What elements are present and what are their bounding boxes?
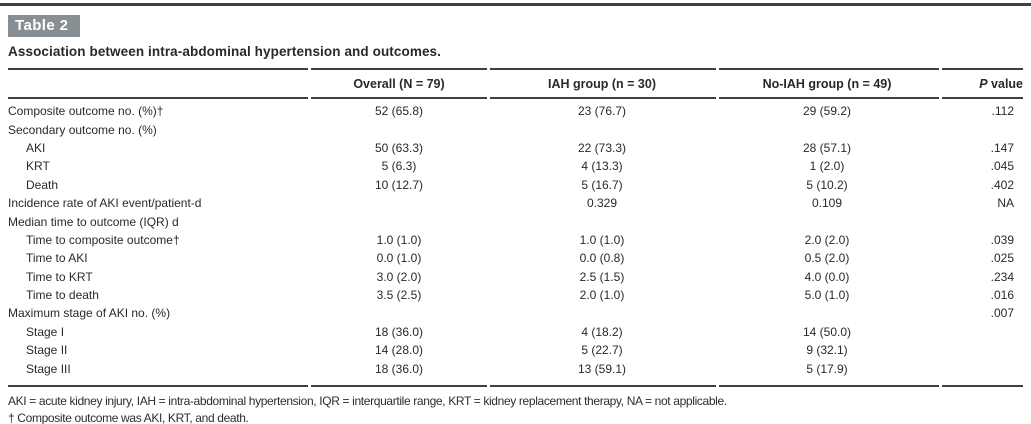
cell-overall: 0.0 (1.0) xyxy=(376,251,422,266)
row-label: Median time to outcome (IQR) d xyxy=(8,214,179,229)
p-symbol: P xyxy=(979,76,988,91)
cell-overall: 52 (65.8) xyxy=(374,104,424,119)
cell-no-iah-group: 9 (32.1) xyxy=(806,343,848,358)
cell-p-value: .234 xyxy=(990,269,1014,284)
cell-overall: 3.5 (2.5) xyxy=(376,288,422,303)
cell-no-iah-group: 28 (57.1) xyxy=(802,140,852,155)
row-label: Time to death xyxy=(26,288,99,303)
cell-no-iah-group: 29 (59.2) xyxy=(802,104,852,119)
cell-no-iah-group: 1 (2.0) xyxy=(809,159,845,174)
footnotes: AKI = acute kidney injury, IAH = intra-a… xyxy=(8,393,1023,424)
cell-iah-group: 5 (22.7) xyxy=(581,343,623,358)
table-title: Association between intra-abdominal hype… xyxy=(8,44,442,59)
row-label: Maximum stage of AKI no. (%) xyxy=(8,306,171,321)
cell-iah-group: 0.329 xyxy=(586,196,618,211)
table-row: Stage III 18 (36.0) 13 (59.1) 5 (17.9) xyxy=(8,359,1023,377)
cell-iah-group: 0.0 (0.8) xyxy=(579,251,625,266)
table-row: Stage II 14 (28.0) 5 (22.7) 9 (32.1) xyxy=(8,341,1023,359)
cell-p-value: .112 xyxy=(991,104,1014,119)
cell-p-value: .045 xyxy=(990,159,1014,174)
cell-iah-group: 2.0 (1.0) xyxy=(579,288,625,303)
table-row: Time to KRT 3.0 (2.0) 2.5 (1.5) 4.0 (0.0… xyxy=(8,268,1023,286)
column-header-overall: Overall (N = 79) xyxy=(353,76,445,91)
footnote-dagger: † Composite outcome was AKI, KRT, and de… xyxy=(8,411,249,424)
table-row: Time to death 3.5 (2.5) 2.0 (1.0) 5.0 (1… xyxy=(8,286,1023,304)
cell-overall: 18 (36.0) xyxy=(374,361,424,376)
cell-iah-group: 1.0 (1.0) xyxy=(579,232,625,247)
cell-no-iah-group: 0.109 xyxy=(811,196,843,211)
rule-below-header xyxy=(8,97,1023,99)
row-label: Time to KRT xyxy=(26,269,93,284)
cell-no-iah-group: 2.0 (2.0) xyxy=(804,232,850,247)
row-label: AKI xyxy=(26,140,46,155)
cell-p-value: .147 xyxy=(990,140,1014,155)
table-row: Incidence rate of AKI event/patient-d 0.… xyxy=(8,194,1023,212)
row-label: Time to AKI xyxy=(26,251,88,266)
footnote-abbreviations: AKI = acute kidney injury, IAH = intra-a… xyxy=(8,393,727,408)
top-border-rule xyxy=(0,3,1031,6)
table-row: Composite outcome no. (%)† 52 (65.8) 23 … xyxy=(8,102,1023,120)
cell-iah-group: 2.5 (1.5) xyxy=(579,269,625,284)
cell-p-value: .016 xyxy=(990,288,1014,303)
cell-overall: 14 (28.0) xyxy=(374,343,424,358)
row-label: Death xyxy=(26,177,59,192)
table-body: Composite outcome no. (%)† 52 (65.8) 23 … xyxy=(8,102,1023,378)
cell-no-iah-group: 5 (10.2) xyxy=(806,177,848,192)
table-row: Secondary outcome no. (%) xyxy=(8,120,1023,138)
table-row: Median time to outcome (IQR) d xyxy=(8,212,1023,230)
cell-overall: 3.0 (2.0) xyxy=(376,269,422,284)
p-value-word: value xyxy=(987,76,1023,91)
cell-overall: 5 (6.3) xyxy=(381,159,417,174)
table-number-label: Table 2 xyxy=(8,15,81,37)
rule-above-footnotes xyxy=(8,384,1023,387)
table-row: Time to composite outcome† 1.0 (1.0) 1.0… xyxy=(8,231,1023,249)
row-label: Secondary outcome no. (%) xyxy=(8,122,157,137)
cell-p-value: .025 xyxy=(990,251,1014,266)
table-row: Stage I 18 (36.0) 4 (18.2) 14 (50.0) xyxy=(8,323,1023,341)
cell-p-value: .402 xyxy=(990,177,1014,192)
rule-above-header xyxy=(8,68,1023,70)
row-label: KRT xyxy=(26,159,50,174)
row-label: Stage II xyxy=(26,343,68,358)
cell-iah-group: 4 (18.2) xyxy=(581,324,623,339)
cell-iah-group: 13 (59.1) xyxy=(577,361,627,376)
column-header-p-value: P value xyxy=(938,77,1023,91)
cell-iah-group: 23 (76.7) xyxy=(577,104,627,119)
cell-no-iah-group: 0.5 (2.0) xyxy=(804,251,850,266)
cell-p-value: NA xyxy=(997,196,1014,211)
cell-no-iah-group: 5.0 (1.0) xyxy=(804,288,850,303)
cell-p-value: .039 xyxy=(990,232,1014,247)
column-header-iah-group: IAH group (n = 30) xyxy=(548,76,656,91)
cell-p-value: .007 xyxy=(990,306,1014,321)
row-label: Time to composite outcome† xyxy=(26,232,180,247)
cell-no-iah-group: 4.0 (0.0) xyxy=(804,269,850,284)
row-label: Incidence rate of AKI event/patient-d xyxy=(8,196,202,211)
cell-no-iah-group: 5 (17.9) xyxy=(806,361,848,376)
table-row: Maximum stage of AKI no. (%) .007 xyxy=(8,304,1023,322)
row-label: Composite outcome no. (%)† xyxy=(8,104,164,119)
cell-iah-group: 4 (13.3) xyxy=(581,159,623,174)
cell-overall: 1.0 (1.0) xyxy=(376,232,422,247)
cell-no-iah-group: 14 (50.0) xyxy=(802,324,852,339)
table-row: Death 10 (12.7) 5 (16.7) 5 (10.2) .402 xyxy=(8,176,1023,194)
row-label: Stage I xyxy=(26,324,65,339)
table-row: Time to AKI 0.0 (1.0) 0.0 (0.8) 0.5 (2.0… xyxy=(8,249,1023,267)
column-header-no-iah-group: No-IAH group (n = 49) xyxy=(762,76,892,91)
table-row: KRT 5 (6.3) 4 (13.3) 1 (2.0) .045 xyxy=(8,157,1023,175)
cell-overall: 18 (36.0) xyxy=(374,324,424,339)
cell-overall: 50 (63.3) xyxy=(374,140,424,155)
cell-overall: 10 (12.7) xyxy=(374,177,424,192)
table-header-row: Overall (N = 79) IAH group (n = 30) No-I… xyxy=(8,70,1023,97)
cell-iah-group: 5 (16.7) xyxy=(581,177,623,192)
row-label: Stage III xyxy=(26,361,71,376)
cell-iah-group: 22 (73.3) xyxy=(577,140,627,155)
table-row: AKI 50 (63.3) 22 (73.3) 28 (57.1) .147 xyxy=(8,139,1023,157)
